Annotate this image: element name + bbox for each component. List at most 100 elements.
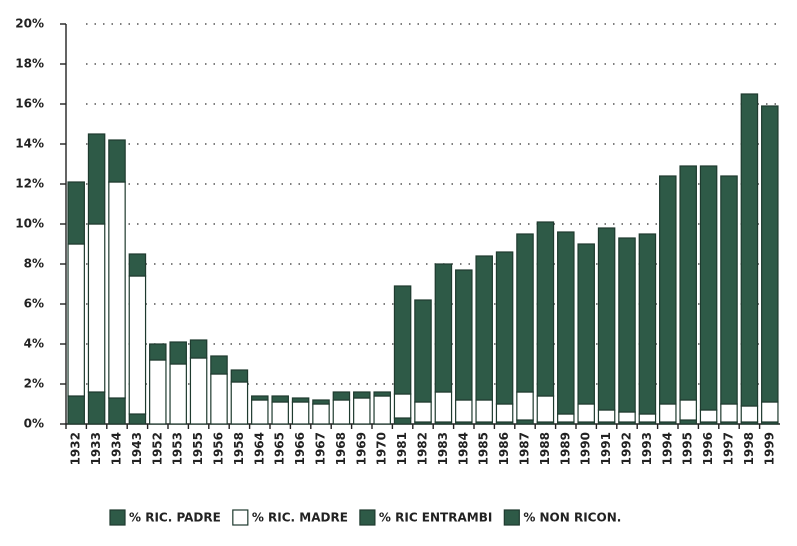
legend-swatch (109, 509, 126, 526)
legend-swatch (359, 509, 376, 526)
bar-segment (455, 269, 473, 401)
x-tick-label: 1990 (579, 432, 593, 465)
bar-segment (699, 165, 718, 411)
bar-segment (414, 299, 432, 403)
bar-segment (434, 391, 453, 423)
x-tick-label: 1986 (497, 432, 511, 465)
bar-segment (761, 401, 779, 423)
y-tick-label: 6% (24, 297, 44, 311)
x-tick-label: 1968 (334, 432, 348, 465)
x-tick-label: 1958 (232, 432, 246, 465)
bar-segment (67, 181, 85, 245)
x-tick-label: 1988 (538, 432, 552, 465)
bar-segment (393, 393, 412, 419)
bar-segment (332, 391, 351, 401)
x-tick-label: 1956 (212, 432, 226, 465)
bar-segment (128, 413, 147, 425)
bar-segment (353, 397, 371, 425)
bar-segment (557, 231, 575, 415)
x-tick-label: 1981 (395, 432, 409, 465)
bar-segment (761, 105, 779, 403)
bar-segment (577, 243, 595, 405)
legend-label: % RIC ENTRAMBI (379, 511, 492, 525)
y-tick-label: 20% (15, 17, 44, 31)
bar-segment (230, 369, 249, 383)
bar-segment (638, 413, 657, 423)
y-tick-label: 4% (24, 337, 44, 351)
x-tick-label: 1998 (742, 432, 756, 465)
x-tick-label: 1997 (722, 432, 736, 465)
bar-segment (659, 175, 677, 405)
x-tick-label: 1987 (518, 432, 532, 465)
bar-segment (679, 165, 697, 401)
legend-item: % NON RICON. (503, 509, 621, 526)
bar-segment (516, 419, 534, 425)
bar-segment (108, 139, 126, 183)
bar-segment (128, 275, 147, 415)
bar-segment (189, 339, 208, 359)
bar-segment (679, 419, 697, 425)
x-tick-label: 1953 (171, 432, 185, 465)
y-tick-label: 2% (24, 377, 44, 391)
x-tick-label: 1996 (701, 432, 715, 465)
bar-segment (291, 401, 310, 425)
bar-segment (393, 417, 412, 425)
bar-segment (740, 93, 759, 407)
bar-segment (128, 253, 147, 277)
x-tick-label: 1989 (558, 432, 572, 465)
legend-swatch (503, 509, 520, 526)
bar-segment (373, 395, 391, 425)
x-tick-label: 1993 (640, 432, 654, 465)
bar-segment (108, 181, 126, 399)
bar-segment (618, 237, 636, 413)
bar-segment (618, 411, 636, 423)
bar-segment (332, 399, 351, 425)
bar-segment (169, 363, 187, 425)
bar-segment (740, 405, 759, 423)
bar-segment (475, 399, 493, 423)
legend-label: % RIC. PADRE (129, 511, 221, 525)
bar-segment (495, 403, 514, 423)
bar-segment (149, 343, 167, 361)
x-tick-label: 1934 (110, 432, 124, 465)
bar-segment (557, 413, 575, 423)
bar-segment (271, 401, 289, 425)
x-tick-label: 1952 (150, 432, 164, 465)
x-tick-label: 1933 (89, 432, 103, 465)
x-tick-label: 1982 (416, 432, 430, 465)
legend-swatch (232, 509, 249, 526)
bar-segment (312, 403, 330, 425)
bar-segment (597, 227, 616, 411)
x-tick-label: 1943 (130, 432, 144, 465)
bar-segment (455, 399, 473, 423)
x-tick-label: 1999 (762, 432, 776, 465)
bar-segment (87, 223, 106, 393)
x-tick-label: 1955 (191, 432, 205, 465)
y-tick-label: 0% (24, 417, 44, 431)
x-tick-label: 1984 (456, 432, 470, 465)
bar-segment (475, 255, 493, 401)
x-tick-label: 1991 (599, 432, 613, 465)
bar-segment (577, 403, 595, 423)
bar-segment (414, 401, 432, 423)
y-tick-label: 10% (15, 217, 44, 231)
bar-segment (638, 233, 657, 415)
y-tick-label: 18% (15, 57, 44, 71)
bar-segment (536, 221, 555, 397)
bar-segment (393, 285, 412, 395)
x-tick-label: 1932 (69, 432, 83, 465)
bar-segment (312, 399, 330, 405)
y-tick-label: 14% (15, 137, 44, 151)
bar-segment (108, 397, 126, 425)
x-tick-label: 1995 (681, 432, 695, 465)
bar-segment (87, 133, 106, 225)
bar-segment (597, 409, 616, 423)
y-tick-label: 16% (15, 97, 44, 111)
legend-item: % RIC. PADRE (109, 509, 221, 526)
bar-segment (149, 359, 167, 425)
y-tick-label: 12% (15, 177, 44, 191)
bar-segment (230, 381, 249, 425)
legend-item: % RIC. MADRE (232, 509, 348, 526)
bar-segment (210, 373, 228, 425)
